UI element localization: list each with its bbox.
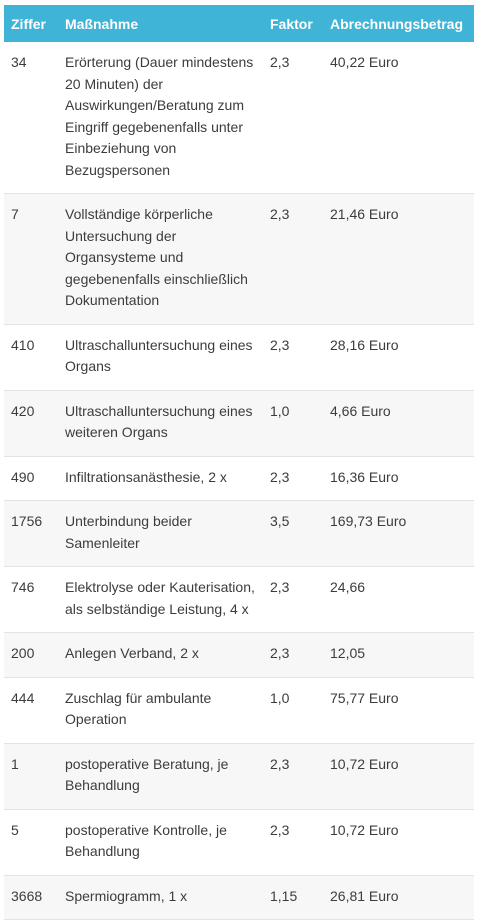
cell-faktor: 2,3 xyxy=(263,809,323,875)
cell-betrag: 12,05 xyxy=(323,633,474,678)
cell-faktor: 2,3 xyxy=(263,456,323,501)
cell-faktor: 1,0 xyxy=(263,677,323,743)
cell-betrag: 26,81 Euro xyxy=(323,875,474,920)
table-body: 34 Erörterung (Dauer mindestens 20 Minute… xyxy=(4,42,474,920)
cell-massnahme: Spermiogramm, 1 x xyxy=(58,875,263,920)
table-row: 1 postoperative Beratung, je Behandlung 2,… xyxy=(4,743,474,809)
cell-ziffer: 746 xyxy=(4,567,58,633)
cell-betrag: 21,46 Euro xyxy=(323,194,474,325)
table-header-row: Ziffer Maßnahme Faktor Abrechnungsbetrag xyxy=(4,5,474,42)
cell-massnahme: Ultraschalluntersuchung eines Organs xyxy=(58,324,263,390)
cell-betrag: 10,72 Euro xyxy=(323,743,474,809)
cell-ziffer: 1756 xyxy=(4,501,58,567)
fee-table-container: Ziffer Maßnahme Faktor Abrechnungsbetrag… xyxy=(4,5,474,920)
table-row: 1756 Unterbindung beider Samenleiter 3,5 16… xyxy=(4,501,474,567)
cell-betrag: 40,22 Euro xyxy=(323,42,474,194)
cell-betrag: 169,73 Euro xyxy=(323,501,474,567)
cell-massnahme: Vollständige körperliche Untersuchung de… xyxy=(58,194,263,325)
cell-ziffer: 1 xyxy=(4,743,58,809)
cell-faktor: 2,3 xyxy=(263,324,323,390)
cell-massnahme: Zuschlag für ambulante Operation xyxy=(58,677,263,743)
cell-massnahme: Ultraschalluntersuchung eines weiteren O… xyxy=(58,390,263,456)
cell-massnahme: Elektrolyse oder Kauterisation, als selb… xyxy=(58,567,263,633)
table-row: 5 postoperative Kontrolle, je Behandlung 2… xyxy=(4,809,474,875)
table-row: 410 Ultraschalluntersuchung eines Organs 2… xyxy=(4,324,474,390)
cell-ziffer: 420 xyxy=(4,390,58,456)
cell-ziffer: 5 xyxy=(4,809,58,875)
cell-massnahme: postoperative Beratung, je Behandlung xyxy=(58,743,263,809)
table-row: 746 Elektrolyse oder Kauterisation, als s… xyxy=(4,567,474,633)
cell-betrag: 24,66 xyxy=(323,567,474,633)
header-faktor: Faktor xyxy=(263,5,323,42)
table-row: 444 Zuschlag für ambulante Operation 1,0 75… xyxy=(4,677,474,743)
cell-massnahme: Anlegen Verband, 2 x xyxy=(58,633,263,678)
table-row: 7 Vollständige körperliche Untersuchung d… xyxy=(4,194,474,325)
cell-massnahme: postoperative Kontrolle, je Behandlung xyxy=(58,809,263,875)
header-abrechnungsbetrag: Abrechnungsbetrag xyxy=(323,5,474,42)
fee-table: Ziffer Maßnahme Faktor Abrechnungsbetrag… xyxy=(4,5,474,920)
cell-faktor: 3,5 xyxy=(263,501,323,567)
cell-betrag: 10,72 Euro xyxy=(323,809,474,875)
cell-faktor: 1,0 xyxy=(263,390,323,456)
cell-faktor: 2,3 xyxy=(263,743,323,809)
cell-faktor: 2,3 xyxy=(263,42,323,194)
cell-massnahme: Erörterung (Dauer mindestens 20 Minuten)… xyxy=(58,42,263,194)
table-row: 490 Infiltrationsanästhesie, 2 x 2,3 16,36 … xyxy=(4,456,474,501)
table-row: 420 Ultraschalluntersuchung eines weitere… xyxy=(4,390,474,456)
table-row: 200 Anlegen Verband, 2 x 2,3 12,05 xyxy=(4,633,474,678)
cell-ziffer: 7 xyxy=(4,194,58,325)
cell-ziffer: 34 xyxy=(4,42,58,194)
cell-betrag: 4,66 Euro xyxy=(323,390,474,456)
cell-betrag: 75,77 Euro xyxy=(323,677,474,743)
cell-faktor: 1,15 xyxy=(263,875,323,920)
cell-ziffer: 444 xyxy=(4,677,58,743)
cell-ziffer: 410 xyxy=(4,324,58,390)
header-massnahme: Maßnahme xyxy=(58,5,263,42)
cell-ziffer: 490 xyxy=(4,456,58,501)
cell-ziffer: 200 xyxy=(4,633,58,678)
cell-faktor: 2,3 xyxy=(263,194,323,325)
header-ziffer: Ziffer xyxy=(4,5,58,42)
cell-massnahme: Infiltrationsanästhesie, 2 x xyxy=(58,456,263,501)
cell-betrag: 16,36 Euro xyxy=(323,456,474,501)
cell-faktor: 2,3 xyxy=(263,633,323,678)
table-row: 34 Erörterung (Dauer mindestens 20 Minute… xyxy=(4,42,474,194)
cell-faktor: 2,3 xyxy=(263,567,323,633)
table-row: 3668 Spermiogramm, 1 x 1,15 26,81 Euro xyxy=(4,875,474,920)
cell-ziffer: 3668 xyxy=(4,875,58,920)
cell-betrag: 28,16 Euro xyxy=(323,324,474,390)
cell-massnahme: Unterbindung beider Samenleiter xyxy=(58,501,263,567)
